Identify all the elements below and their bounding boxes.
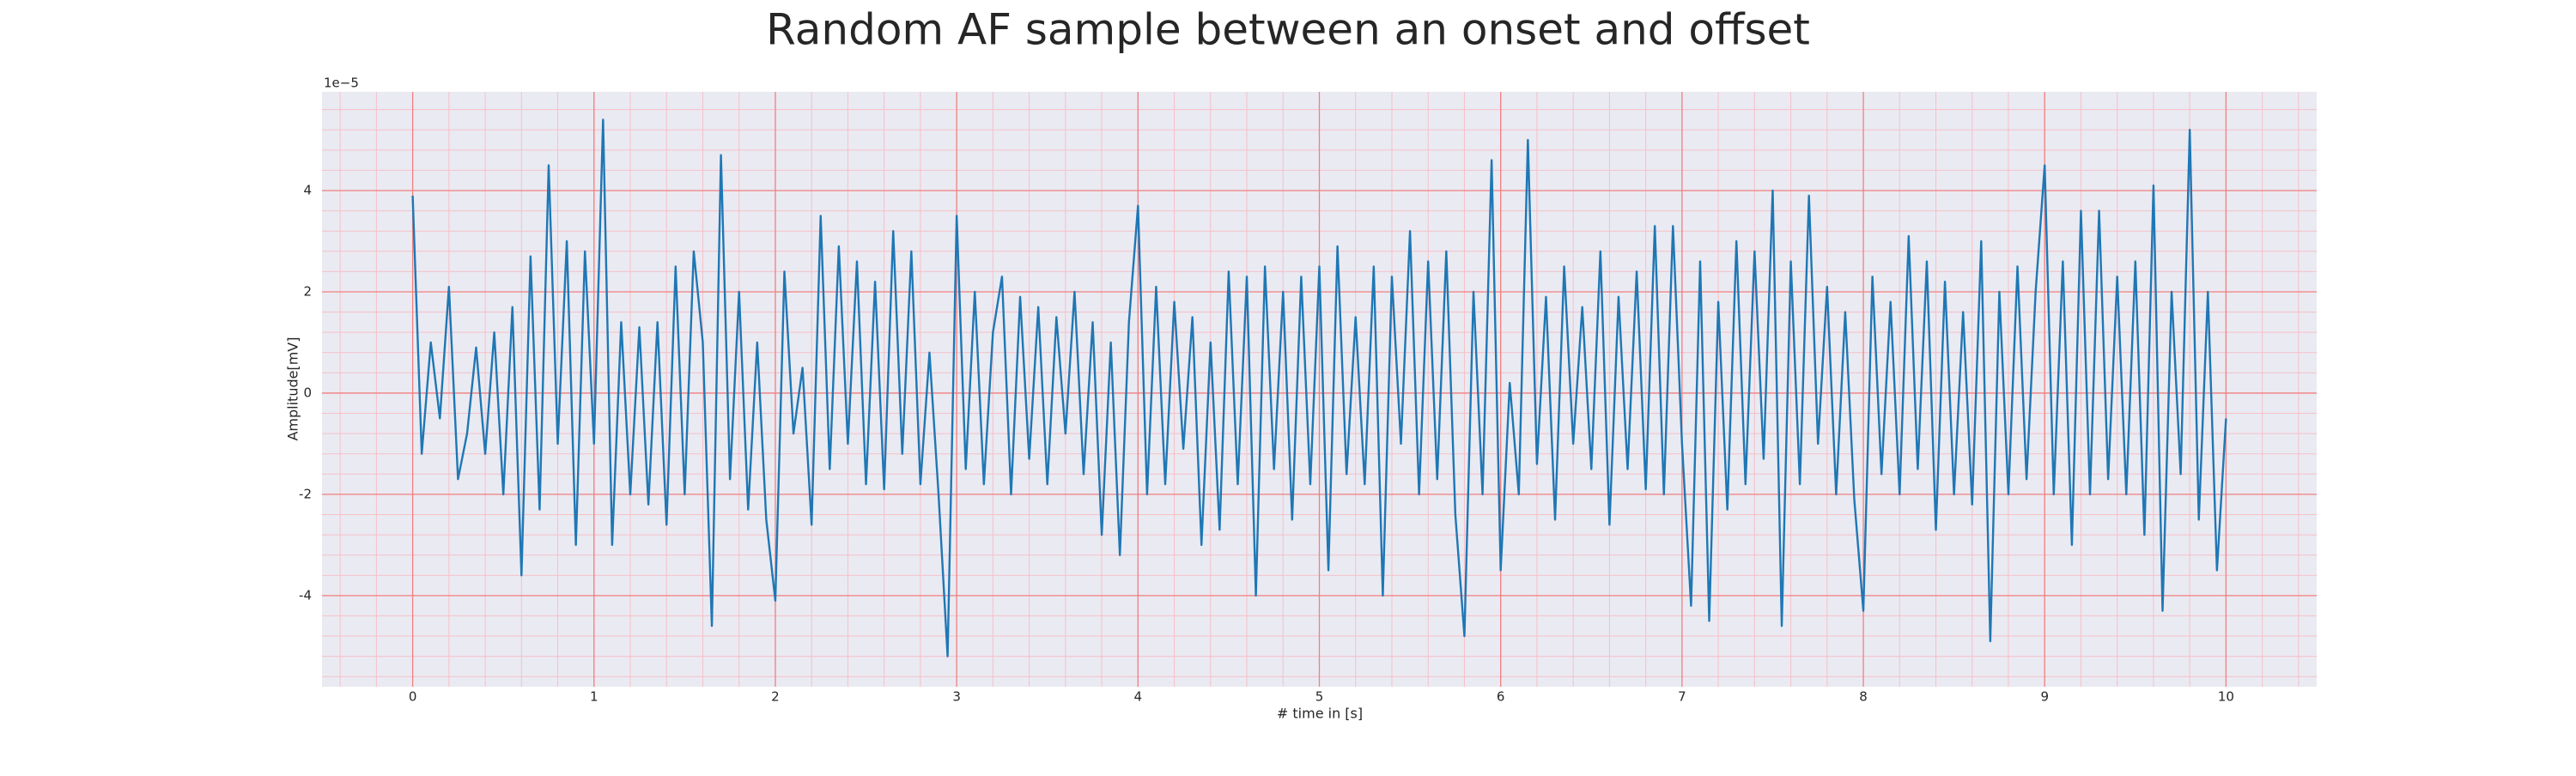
y-tick-label: -4 — [299, 587, 312, 603]
x-tick-label: 10 — [2218, 689, 2234, 705]
y-tick-label: 2 — [303, 283, 312, 299]
data-line — [411, 118, 2227, 658]
x-tick-label: 2 — [771, 689, 780, 705]
x-tick-label: 6 — [1497, 689, 1505, 705]
x-tick-label: 0 — [409, 689, 417, 705]
x-axis-label: # time in [s] — [1277, 706, 1363, 722]
x-tick-label: 9 — [2040, 689, 2049, 705]
y-offset-text: 1e−5 — [324, 76, 359, 91]
x-tick-label: 5 — [1315, 689, 1324, 705]
x-tick-label: 3 — [952, 689, 961, 705]
chart-title: Random AF sample between an onset and of… — [766, 5, 1810, 55]
y-tick-label: 0 — [303, 385, 312, 400]
y-axis-label: Amplitude[mV] — [285, 336, 301, 440]
x-tick-label: 1 — [590, 689, 598, 705]
x-tick-label: 7 — [1678, 689, 1686, 705]
y-tick-label: 4 — [303, 183, 312, 198]
x-tick-label: 4 — [1134, 689, 1143, 705]
x-tick-label: 8 — [1859, 689, 1868, 705]
y-tick-label: -2 — [299, 486, 312, 501]
